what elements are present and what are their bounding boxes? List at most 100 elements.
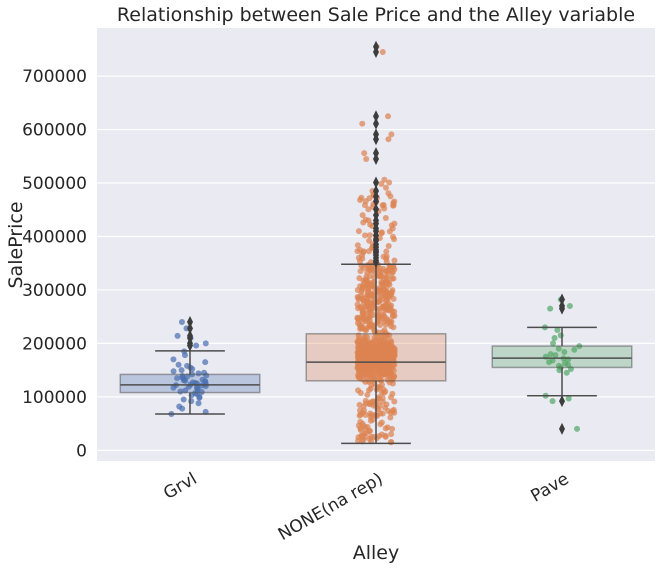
data-point [554, 327, 561, 334]
outlier-marker [559, 395, 565, 408]
data-point [365, 387, 372, 394]
data-point [557, 332, 564, 339]
data-point [174, 332, 181, 339]
data-point [359, 120, 366, 127]
data-point [369, 354, 376, 361]
data-point [383, 280, 390, 287]
chart-title: Relationship between Sale Price and the … [117, 4, 635, 26]
data-point [170, 368, 177, 375]
data-point [374, 334, 381, 341]
data-point [574, 425, 581, 432]
data-point [555, 345, 562, 352]
data-point [381, 389, 388, 396]
data-point [382, 184, 389, 191]
data-point [388, 318, 395, 325]
outlier-marker [187, 316, 193, 329]
outlier-marker [187, 339, 193, 352]
data-point [391, 346, 398, 353]
data-point [366, 232, 373, 239]
data-point [355, 337, 362, 344]
y-tick-label: 400000 [22, 227, 87, 247]
y-tick-label: 500000 [22, 174, 87, 194]
data-point [374, 355, 381, 362]
data-point [202, 359, 209, 366]
data-point [379, 350, 386, 357]
data-point [385, 243, 392, 250]
data-point [391, 398, 398, 405]
data-point [376, 432, 383, 439]
data-point [380, 312, 387, 319]
data-point [383, 288, 390, 295]
data-point [549, 398, 556, 405]
data-point [390, 202, 397, 209]
data-point [195, 400, 202, 407]
outlier-marker [559, 422, 565, 435]
data-point [180, 396, 187, 403]
data-point [388, 289, 395, 296]
data-point [202, 340, 209, 347]
data-point [363, 155, 370, 162]
data-point [355, 296, 362, 303]
outlier-marker [373, 176, 379, 189]
data-point [356, 275, 363, 282]
data-point [361, 348, 368, 355]
data-point [362, 232, 369, 239]
data-point [199, 376, 206, 383]
data-point [174, 375, 181, 382]
x-tick-label: Grvl [160, 469, 200, 504]
outlier-marker [187, 322, 193, 335]
data-point [563, 369, 570, 376]
data-point [381, 205, 388, 212]
data-point [550, 340, 557, 347]
data-point [389, 425, 396, 432]
data-point [178, 367, 185, 374]
data-point [193, 342, 200, 349]
data-point [367, 347, 374, 354]
outlier-marker [559, 302, 565, 315]
data-point [356, 412, 363, 419]
box-iqr [305, 333, 447, 382]
data-point [364, 291, 371, 298]
data-point [547, 351, 554, 358]
data-point [377, 322, 384, 329]
data-point [364, 310, 371, 317]
data-point [376, 307, 383, 314]
data-point [362, 198, 369, 205]
data-point [361, 337, 368, 344]
data-point [366, 361, 373, 368]
data-point [565, 395, 572, 402]
data-point [381, 176, 388, 183]
data-point [377, 369, 384, 376]
data-point [362, 303, 369, 310]
box-iqr [119, 373, 261, 394]
data-point [389, 380, 396, 387]
data-point [561, 348, 568, 355]
data-point [365, 278, 372, 285]
data-point [354, 301, 361, 308]
data-point [378, 229, 385, 236]
data-point [385, 136, 392, 143]
data-point [361, 407, 368, 414]
data-point [552, 352, 559, 359]
data-point [386, 307, 393, 314]
data-point [356, 368, 363, 375]
data-point [360, 364, 367, 371]
data-point [357, 427, 364, 434]
data-point [379, 410, 386, 417]
data-point [366, 266, 373, 273]
y-tick-label: 600000 [22, 121, 87, 141]
data-point [379, 49, 386, 56]
data-point [387, 193, 394, 200]
data-point [357, 389, 364, 396]
data-point [365, 217, 372, 224]
data-point [383, 248, 390, 255]
data-point [359, 420, 366, 427]
data-point [356, 374, 363, 381]
data-point [358, 288, 365, 295]
data-point [176, 403, 183, 410]
data-point [367, 410, 374, 417]
data-point [374, 412, 381, 419]
data-point [387, 414, 394, 421]
data-point [389, 225, 396, 232]
y-tick-label: 0 [76, 441, 87, 461]
